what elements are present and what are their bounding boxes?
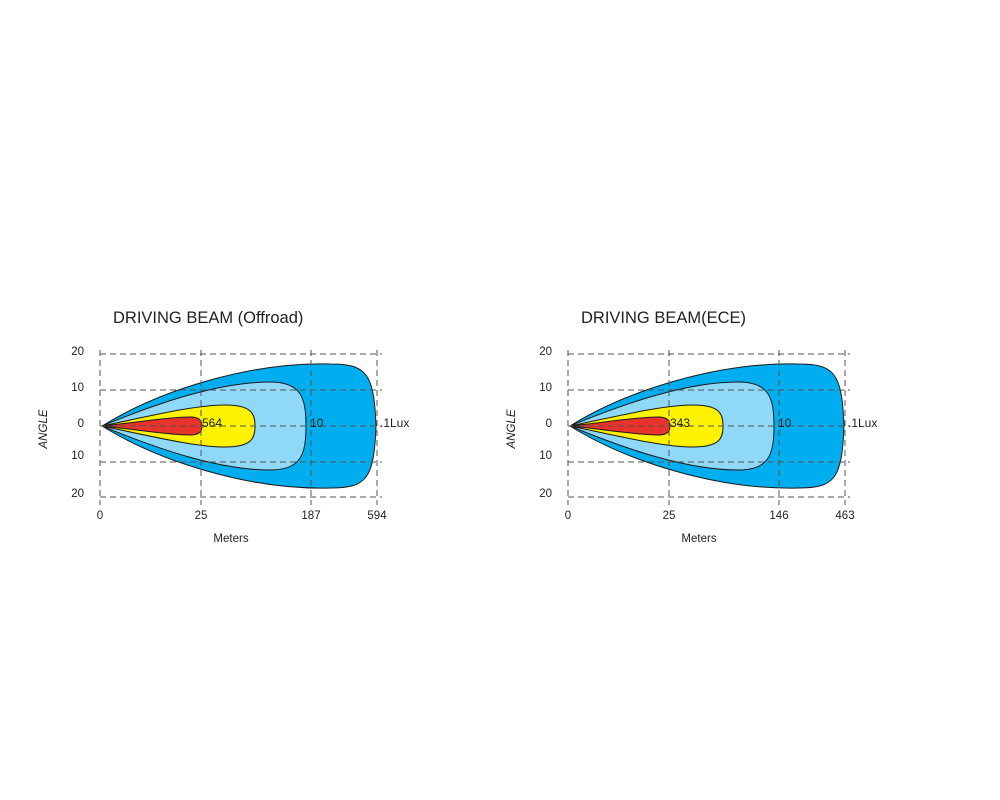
isolux-label: .1Lux xyxy=(380,416,409,430)
y-tick-label: 10 xyxy=(539,450,552,462)
y-tick-label: 0 xyxy=(546,418,552,430)
y-tick-label: 0 xyxy=(78,418,84,430)
y-tick-label: 20 xyxy=(539,346,552,358)
x-axis-label: Meters xyxy=(681,533,716,545)
chart-panel-offroad: DRIVING BEAM (Offroad) 20 10 0 10 20 0 25 187 594… xyxy=(30,300,450,560)
chart-panel-ece: DRIVING BEAM(ECE) 20 10 0 10 20 0 25 146 463 343 10… xyxy=(498,300,918,560)
chart-title: DRIVING BEAM(ECE) xyxy=(581,309,746,327)
x-tick-label: 594 xyxy=(367,510,387,522)
isolux-label: 343 xyxy=(670,416,690,430)
y-axis-label: ANGLE xyxy=(506,409,518,449)
x-axis-label: Meters xyxy=(213,533,248,545)
x-tick-label: 0 xyxy=(565,510,571,522)
beam-chart-ece: DRIVING BEAM(ECE) 20 10 0 10 20 0 25 146 463 343 10… xyxy=(506,309,877,545)
isolux-label: 10 xyxy=(310,416,324,430)
y-axis-label: ANGLE xyxy=(38,409,50,449)
y-tick-label: 10 xyxy=(539,382,552,394)
isolux-label: 10 xyxy=(778,416,792,430)
isolux-label: .1Lux xyxy=(848,416,877,430)
x-tick-label: 25 xyxy=(195,510,208,522)
x-tick-label: 146 xyxy=(769,510,788,522)
y-tick-label: 20 xyxy=(71,488,84,500)
chart-title: DRIVING BEAM (Offroad) xyxy=(113,309,303,327)
y-tick-label: 20 xyxy=(539,488,552,500)
x-tick-label: 463 xyxy=(835,510,854,522)
x-tick-label: 187 xyxy=(301,510,320,522)
beam-chart-offroad: DRIVING BEAM (Offroad) 20 10 0 10 20 0 25 187 594… xyxy=(38,309,409,545)
x-tick-label: 25 xyxy=(663,510,676,522)
x-tick-label: 0 xyxy=(97,510,103,522)
y-tick-label: 20 xyxy=(71,346,84,358)
y-tick-label: 10 xyxy=(71,450,84,462)
isolux-label: 564 xyxy=(202,416,222,430)
y-tick-label: 10 xyxy=(71,382,84,394)
